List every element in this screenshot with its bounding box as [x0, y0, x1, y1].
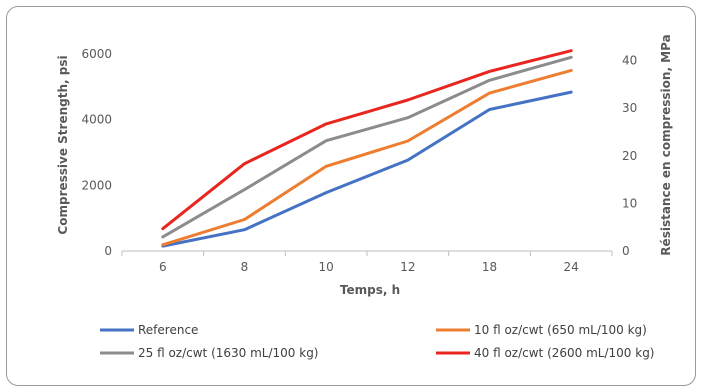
x-tick-label: 24: [564, 260, 579, 274]
legend-label: Reference: [138, 323, 198, 337]
y-axis-title-left: Compressive Strength, psi: [56, 55, 70, 234]
legend: Reference 10 fl oz/cwt (650 mL/100 kg) 25 …: [100, 323, 655, 360]
x-tick-label: 12: [400, 260, 415, 274]
series-line: [161, 90, 573, 248]
y-tick-label-left: 0: [104, 244, 112, 258]
y-tick-label-right: 20: [622, 149, 637, 163]
legend-label: 40 fl oz/cwt (2600 mL/100 kg): [474, 346, 655, 360]
x-tick-label: 6: [159, 260, 167, 274]
axes: 6 8 10 12 18 24 0 2000 4000 6000 0 10 20 30 40: [81, 47, 637, 274]
y-tick-label-right: 10: [622, 196, 637, 210]
x-tick-label: 10: [319, 260, 334, 274]
series-layer: [161, 49, 573, 248]
x-axis-title: Temps, h: [340, 283, 400, 297]
series-line: [161, 68, 573, 247]
x-tick-label: 18: [482, 260, 497, 274]
y-tick-label-right: 30: [622, 101, 637, 115]
y-tick-label-left: 4000: [81, 113, 112, 127]
chart-frame: [6, 6, 696, 386]
y-tick-label-left: 2000: [81, 178, 112, 192]
y-tick-label-right: 40: [622, 54, 637, 68]
y-tick-label-left: 6000: [81, 47, 112, 61]
x-tick-label: 8: [241, 260, 249, 274]
series-line: [161, 49, 573, 231]
legend-label: 25 fl oz/cwt (1630 mL/100 kg): [138, 346, 319, 360]
legend-label: 10 fl oz/cwt (650 mL/100 kg): [474, 323, 647, 337]
y-tick-label-right: 0: [622, 244, 630, 258]
y-axis-title-right: Résistance en compression, MPa: [659, 34, 673, 255]
series-line: [161, 55, 573, 239]
